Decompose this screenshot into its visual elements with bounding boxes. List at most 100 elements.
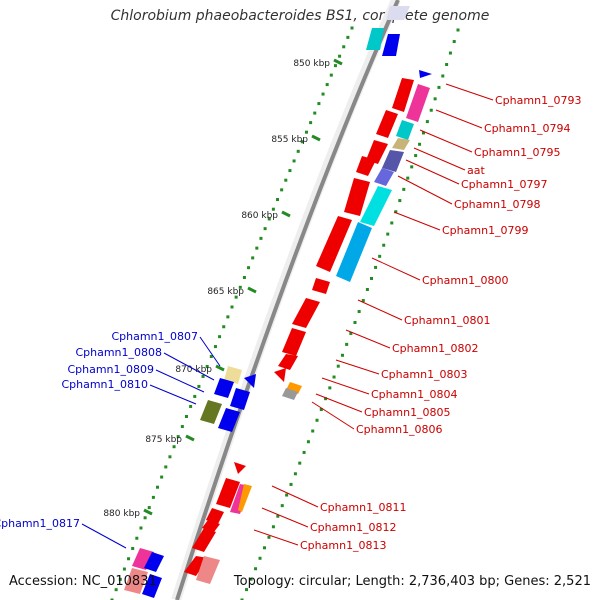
forward-gene-label: Cphamn1_0798 [454, 198, 541, 211]
inner-ring-dot [143, 516, 147, 520]
gene-0817-pink-low [124, 568, 148, 594]
inner-ring-dot [184, 414, 188, 418]
forward-leader-line [357, 299, 403, 321]
accession-text: Accession: NC_010831 [9, 574, 157, 589]
forward-leader-line [413, 147, 466, 171]
reverse-gene-label: Cphamn1_0807 [111, 330, 198, 343]
scale-label: 865 kbp [207, 287, 244, 297]
outer-ring-dot [365, 288, 369, 292]
reverse-leader-line [155, 369, 205, 393]
forward-gene-label: Cphamn1_0805 [364, 406, 451, 419]
gene-0811-small [234, 462, 246, 474]
outer-ring-dot [240, 598, 244, 600]
inner-ring-dot [127, 557, 131, 561]
gene-0808 [214, 378, 234, 398]
forward-gene-label: Cphamn1_0794 [484, 122, 571, 135]
gene-0810-green [200, 400, 222, 424]
gene-aat-red [366, 140, 388, 164]
gene-0804-arrow [274, 368, 286, 382]
inner-ring-dot [201, 374, 205, 378]
scale-label: 860 kbp [241, 211, 278, 221]
gene-0802 [282, 328, 306, 356]
inner-ring-dot [114, 588, 118, 592]
inner-ring-dot [325, 83, 329, 87]
gene-block-top-cyan [366, 28, 384, 50]
forward-leader-line [311, 401, 355, 430]
outer-ring-dot [361, 299, 365, 303]
forward-leader-line [335, 359, 380, 375]
inner-ring-dot [176, 435, 180, 439]
inner-ring-dot [238, 285, 242, 289]
outer-ring-dot [369, 276, 373, 280]
outer-ring-dot [410, 165, 414, 169]
gene-aat-tan [392, 138, 410, 150]
inner-ring-dot [263, 227, 267, 231]
forward-gene-label: Cphamn1_0799 [442, 224, 529, 237]
inner-ring-dot [218, 335, 222, 339]
inner-ring-dot [222, 325, 226, 329]
gene-0797 [382, 150, 404, 172]
inner-ring-dot [168, 455, 172, 459]
forward-leader-line [397, 175, 453, 205]
forward-leader-line [253, 529, 299, 546]
inner-ring-dot [122, 567, 126, 571]
reverse-leader-line [149, 384, 197, 405]
gene-0800-red [316, 216, 352, 272]
reverse-gene-label: Cphamn1_0810 [61, 378, 148, 391]
outer-ring-dot [353, 321, 357, 324]
outer-ring-dot [425, 120, 429, 124]
inner-ring-dot [189, 404, 193, 408]
gene-0800 [336, 222, 372, 282]
inner-ring-dot [288, 169, 292, 173]
reverse-label-leaders: Cphamn1_0807 Cphamn1_0808 Cphamn1_0809 Cpha… [0, 330, 221, 549]
gene-0795-cyan [396, 120, 414, 140]
inner-ring-dot [230, 305, 234, 309]
outer-ring-dot [414, 154, 418, 158]
reverse-strand-genes [124, 366, 256, 598]
gene-0793-arrow [419, 70, 432, 78]
inner-ring-dot [131, 546, 135, 550]
gene-0798 [374, 168, 394, 186]
gene-0813 [192, 528, 216, 552]
inner-ring-dot [321, 92, 325, 96]
scale-label: 880 kbp [103, 509, 140, 519]
forward-label-leaders: Cphamn1_0793Cphamn1_0794Cphamn1_0795aatC… [253, 83, 582, 552]
scale-tick [185, 434, 195, 442]
inner-ring-dot [333, 64, 337, 68]
forward-leader-line [261, 507, 309, 528]
gene-0793 [392, 78, 414, 112]
gene-0803 [278, 354, 298, 370]
scale-tick [333, 58, 343, 66]
forward-leader-line [271, 485, 319, 508]
outer-ring-dot [306, 440, 310, 444]
gene-0794 [406, 84, 430, 122]
outer-ring-dot [429, 108, 433, 112]
outer-ring-dot [394, 210, 398, 214]
forward-leader-line [445, 83, 494, 101]
inner-ring-dot [180, 425, 184, 429]
outer-ring-dot [456, 28, 460, 32]
outer-ring-dot [452, 40, 456, 44]
outer-ring-dot [293, 472, 297, 476]
gene-0798-red [344, 178, 370, 216]
inner-ring-dot [284, 178, 288, 182]
inner-ring-dot [338, 54, 342, 58]
inner-ring-dot [342, 45, 346, 49]
gene-0807 [224, 366, 242, 384]
forward-gene-label: Cphamn1_0804 [371, 388, 458, 401]
outer-ring-dot [402, 187, 406, 191]
inner-ring-dot [164, 465, 168, 469]
outer-ring-dot [285, 493, 289, 497]
outer-ring-dot [324, 397, 328, 401]
outer-dotted-ring [240, 28, 460, 600]
inner-ring-dot [255, 246, 259, 250]
outer-ring-dot [398, 199, 402, 203]
gene-0799 [360, 186, 392, 226]
outer-ring-dot [315, 418, 319, 422]
gene-0801 [292, 298, 320, 328]
outer-ring-dot [328, 386, 332, 390]
scale-tick [311, 134, 321, 142]
inner-dotted-ring [110, 26, 354, 600]
outer-ring-dot [280, 504, 284, 508]
